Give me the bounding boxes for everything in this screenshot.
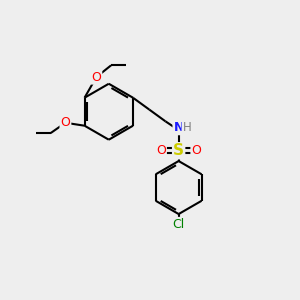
- Text: Cl: Cl: [172, 218, 185, 231]
- Text: N: N: [173, 121, 184, 134]
- Text: O: O: [61, 116, 70, 129]
- Text: H: H: [182, 121, 191, 134]
- Text: O: O: [191, 144, 201, 157]
- Text: O: O: [156, 144, 166, 157]
- Text: S: S: [173, 143, 184, 158]
- Text: O: O: [92, 70, 101, 84]
